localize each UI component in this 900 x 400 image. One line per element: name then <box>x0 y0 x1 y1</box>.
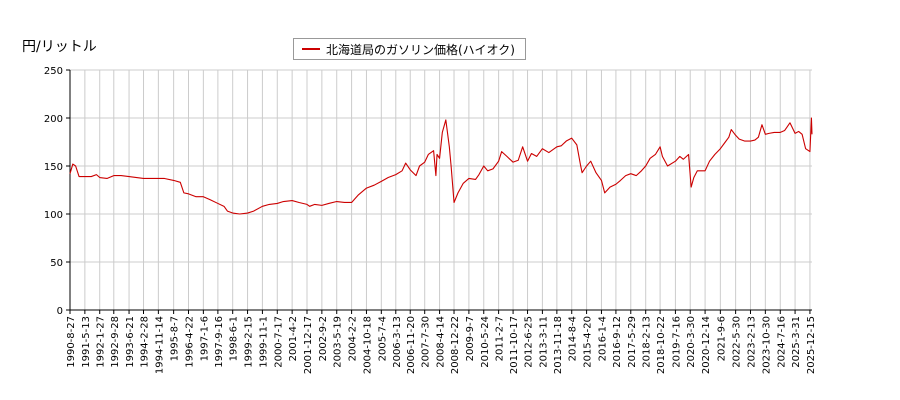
x-tick-label: 2006-11-20 <box>406 316 417 374</box>
x-tick-label: 1995-8-7 <box>170 316 181 361</box>
x-tick-label: 2003-5-19 <box>333 316 344 368</box>
legend-label: 北海道局のガソリン価格(ハイオク) <box>326 42 515 57</box>
x-tick-label: 2010-5-24 <box>480 316 491 368</box>
x-tick-label: 1999-2-15 <box>244 316 255 368</box>
x-tick-label: 2000-7-17 <box>273 316 284 368</box>
x-tick-label: 2019-7-16 <box>671 316 682 368</box>
x-tick-label: 2015-4-20 <box>583 316 594 368</box>
y-tick-label: 250 <box>44 66 63 77</box>
y-tick-label: 0 <box>57 306 63 317</box>
x-tick-label: 1991-5-13 <box>81 316 92 368</box>
x-tick-label: 2008-12-22 <box>450 316 461 374</box>
x-tick-label: 2014-8-4 <box>568 316 579 361</box>
y-tick-label: 200 <box>44 114 63 125</box>
x-tick-label: 1996-4-22 <box>185 316 196 368</box>
legend-swatch <box>302 48 320 50</box>
x-tick-label: 1993-6-21 <box>125 316 136 368</box>
x-tick-label: 2006-3-13 <box>392 316 403 368</box>
y-axis-label: 円/リットル <box>22 39 97 55</box>
x-tick-label: 2018-10-22 <box>656 316 667 374</box>
x-tick-label: 2017-5-29 <box>627 316 638 368</box>
x-tick-label: 2018-2-13 <box>642 316 653 368</box>
x-tick-label: 2001-12-17 <box>303 316 314 374</box>
x-tick-label: 2022-5-30 <box>732 316 743 368</box>
x-tick-label: 2002-9-2 <box>318 316 329 361</box>
x-tick-label: 2008-4-14 <box>436 316 447 368</box>
x-tick-label: 2012-6-25 <box>524 316 535 368</box>
y-tick-label: 100 <box>44 210 63 221</box>
x-tick-label: 2013-3-11 <box>538 316 549 368</box>
x-tick-label: 1992-9-28 <box>110 316 121 368</box>
x-tick-label: 1994-2-28 <box>140 316 151 368</box>
x-tick-label: 2004-2-2 <box>348 316 359 361</box>
x-tick-label: 2011-2-7 <box>495 316 506 361</box>
x-tick-label: 2009-9-7 <box>465 316 476 361</box>
x-tick-label: 2005-7-4 <box>377 316 388 361</box>
x-tick-label: 2011-10-17 <box>509 316 520 374</box>
series-line <box>69 117 813 215</box>
x-tick-label: 2016-1-4 <box>597 316 608 361</box>
chart-legend: 北海道局のガソリン価格(ハイオク) <box>293 38 526 60</box>
x-tick-label: 1992-1-27 <box>96 316 107 368</box>
x-tick-label: 2021-9-6 <box>716 316 727 361</box>
x-tick-label: 1997-9-16 <box>214 316 225 368</box>
x-tick-label: 2025-12-15 <box>806 316 817 374</box>
x-tick-label: 1990-8-27 <box>66 316 77 368</box>
x-tick-label: 1998-6-1 <box>229 316 240 361</box>
x-tick-label: 2025-3-31 <box>791 316 802 368</box>
x-tick-label: 2020-12-14 <box>701 316 712 374</box>
x-tick-label: 2004-10-18 <box>362 316 373 374</box>
x-tick-label: 2020-3-30 <box>686 316 697 368</box>
x-tick-label: 1997-1-6 <box>199 316 210 361</box>
x-tick-label: 1999-11-1 <box>258 316 269 368</box>
x-tick-label: 2001-4-2 <box>288 316 299 361</box>
x-tick-label: 2016-9-12 <box>612 316 623 368</box>
y-tick-label: 50 <box>50 258 63 269</box>
x-tick-label: 2024-7-16 <box>776 316 787 368</box>
x-tick-label: 1994-11-14 <box>154 316 165 374</box>
y-tick-label: 150 <box>44 162 63 173</box>
x-tick-label: 2023-2-13 <box>746 316 757 368</box>
x-tick-label: 2007-7-30 <box>421 316 432 368</box>
x-tick-label: 2013-11-18 <box>553 316 564 374</box>
x-tick-label: 2023-10-30 <box>761 316 772 374</box>
